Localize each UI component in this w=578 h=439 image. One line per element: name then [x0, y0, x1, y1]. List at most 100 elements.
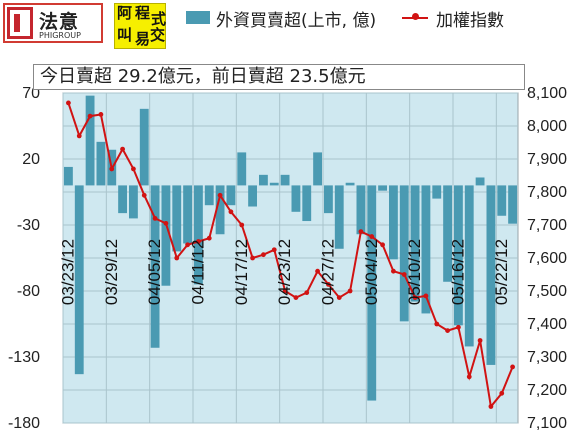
brand-logo: 法意 PHIGROUP	[3, 3, 103, 43]
badge-logo: 阿 程 式 叫 易 交	[114, 3, 166, 49]
line-point	[98, 112, 104, 117]
line-point	[304, 290, 310, 296]
bar	[118, 185, 127, 214]
x-tick-label: 04/27/12	[318, 239, 337, 305]
right-tick-label: 7,400	[527, 316, 567, 333]
left-tick-label: -130	[8, 349, 40, 366]
bar	[96, 141, 106, 186]
line-point	[76, 133, 82, 139]
bar	[204, 185, 214, 206]
line-point	[163, 220, 169, 226]
bar	[356, 185, 366, 235]
x-tick-label: 04/05/12	[145, 239, 164, 305]
bar	[291, 185, 301, 212]
right-tick-label: 8,000	[527, 118, 567, 135]
left-tick-label: 20	[22, 151, 40, 168]
x-tick-label: 05/04/12	[362, 239, 381, 305]
line-point	[250, 255, 255, 261]
x-tick-label: 04/17/12	[232, 239, 251, 305]
bar	[64, 166, 73, 186]
bar	[475, 177, 485, 186]
right-tick-label: 7,300	[527, 349, 567, 366]
bar	[497, 185, 507, 216]
x-tick-label: 05/10/12	[405, 239, 424, 305]
x-tick-label: 04/11/12	[188, 240, 207, 305]
bar	[172, 185, 182, 252]
line-point	[488, 404, 494, 409]
left-tick-label: -80	[17, 283, 40, 300]
bar	[139, 108, 149, 186]
left-tick-label: -180	[8, 415, 40, 432]
line-point	[466, 374, 472, 380]
bar	[454, 185, 463, 326]
line-point	[206, 235, 212, 241]
line-point	[239, 222, 245, 228]
bar	[443, 185, 452, 282]
bar	[237, 152, 247, 186]
badge-char: 交	[150, 26, 166, 44]
bar	[259, 174, 268, 186]
right-tick-label: 7,100	[527, 415, 567, 432]
x-tick-label: 04/23/12	[275, 239, 294, 305]
bar	[226, 185, 236, 206]
line-point	[401, 272, 407, 277]
bar	[129, 185, 138, 219]
bar	[508, 185, 517, 224]
line-point	[456, 324, 461, 330]
right-tick-label: 7,800	[527, 184, 567, 201]
right-axis: 8,100 8,000 7,900 7,800 7,700 7,600 7,500 7,400…	[527, 85, 567, 432]
bar	[74, 185, 84, 375]
right-tick-label: 7,600	[527, 250, 567, 267]
line-point	[412, 295, 418, 300]
badge-char: 阿	[117, 4, 133, 22]
bar	[194, 185, 203, 285]
bar	[410, 185, 420, 302]
line-series	[66, 100, 515, 409]
legend-bar-swatch	[186, 11, 210, 24]
bar	[421, 185, 431, 314]
line-point	[477, 338, 483, 343]
badge-char: 叫	[117, 26, 133, 44]
grid-lines	[62, 92, 518, 424]
line-point	[293, 295, 299, 300]
bar	[302, 185, 312, 222]
line-point	[326, 282, 331, 287]
line-point	[228, 209, 234, 215]
bar	[486, 185, 496, 365]
line-point	[380, 242, 385, 248]
bar	[378, 185, 387, 191]
line-point	[131, 166, 136, 172]
summary-box: 今日賣超 29.2億元，前日賣超 23.5億元	[33, 64, 525, 90]
line-point	[109, 166, 115, 172]
line-point	[66, 100, 71, 106]
line-point	[261, 252, 266, 258]
brand-sub: PHIGROUP	[39, 31, 81, 40]
bar	[345, 182, 355, 186]
legend-line-dot	[412, 13, 419, 20]
bar	[334, 185, 344, 249]
line-point	[152, 216, 158, 221]
badge-char: 式	[151, 10, 167, 28]
left-tick-label: -30	[17, 217, 40, 234]
bar	[269, 182, 279, 186]
line-point	[120, 146, 125, 152]
line-point	[358, 229, 364, 235]
x-tick-label: 03/29/12	[102, 239, 121, 305]
legend-line-label: 加權指數	[436, 11, 504, 31]
right-tick-label: 7,500	[527, 283, 567, 300]
bar	[432, 185, 442, 199]
bar	[248, 185, 257, 207]
right-tick-label: 7,900	[527, 151, 567, 168]
bar	[464, 185, 474, 347]
line-point	[347, 288, 353, 294]
line-point	[282, 288, 288, 294]
line-point	[185, 242, 190, 248]
brand-mark-icon	[7, 7, 33, 39]
right-tick-label: 7,700	[527, 217, 567, 234]
right-tick-label: 8,100	[527, 85, 567, 102]
line-point	[391, 268, 396, 274]
brand-name: 法意	[39, 11, 80, 33]
x-tick-label: 05/16/12	[448, 239, 467, 305]
line-point	[499, 390, 505, 396]
